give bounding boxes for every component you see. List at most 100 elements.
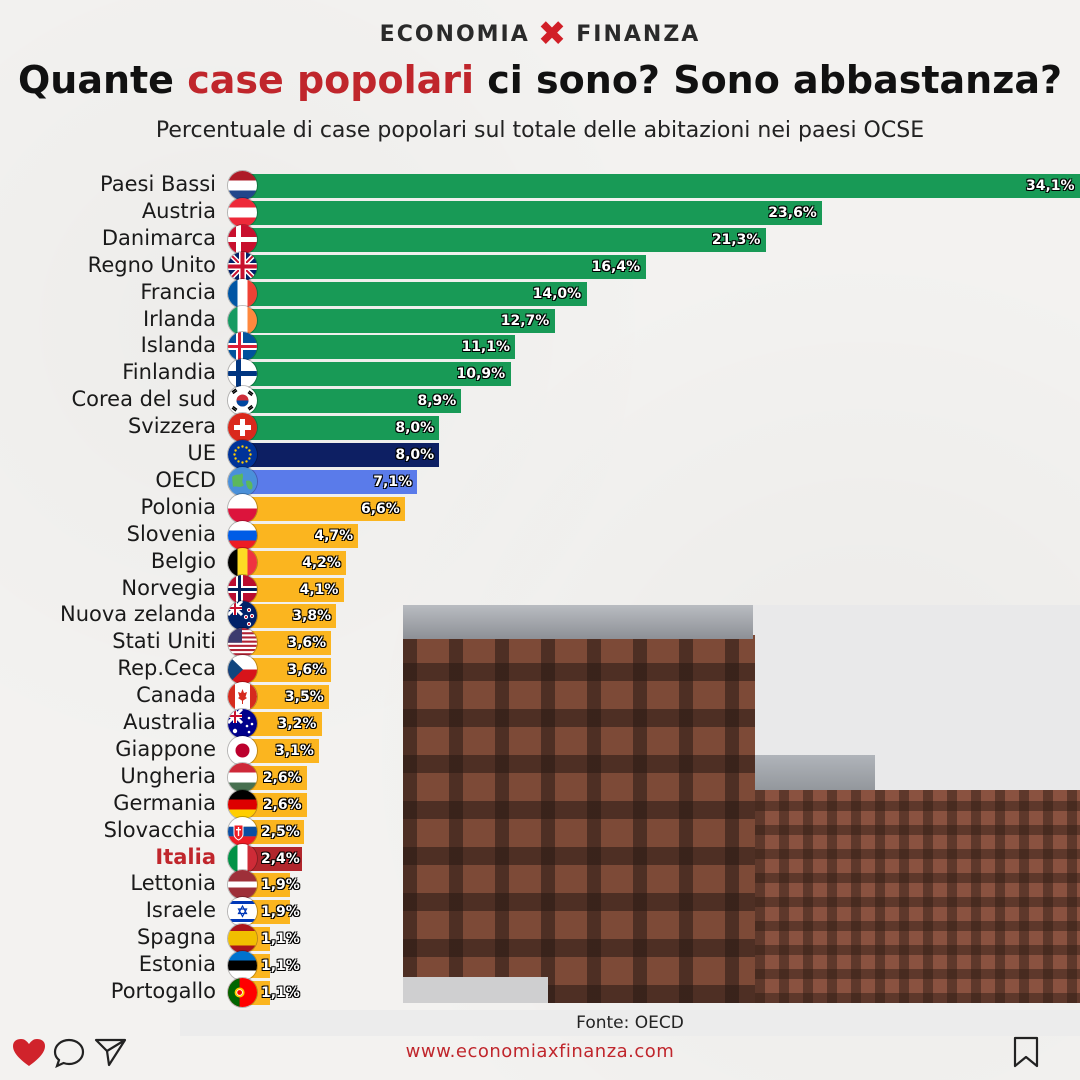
data-label: 3,6% <box>287 635 327 652</box>
category-label: Rep.Ceca <box>117 656 216 681</box>
category-label: Italia <box>155 844 216 869</box>
category-label: Danimarca <box>101 225 216 250</box>
category-label: Austria <box>141 198 216 223</box>
category-label: Belgio <box>150 548 216 573</box>
brand-left: ECONOMIA <box>379 22 530 47</box>
brand-x-icon: ✖ <box>537 14 569 54</box>
data-label: 2,4% <box>261 850 300 867</box>
chart-row: 8,9% Corea del sud <box>0 386 1080 416</box>
bar <box>243 577 344 602</box>
chart-row: 2,4% Italia <box>0 843 1080 873</box>
category-label: Polonia <box>140 494 216 519</box>
data-label: 2,6% <box>262 796 302 813</box>
bar <box>243 685 329 710</box>
flag-icon <box>228 897 257 927</box>
heart-icon[interactable] <box>12 1038 46 1068</box>
chart-row: 2,6% Germania <box>0 789 1080 819</box>
flag-icon <box>228 493 257 523</box>
title-part2: ci sono? Sono abbastanza? <box>474 58 1063 102</box>
bar <box>243 658 332 683</box>
category-label: Francia <box>140 279 216 304</box>
data-label: 2,6% <box>262 769 302 786</box>
chart-row: 3,1% Giappone <box>0 735 1080 765</box>
chart-row: 23,6% Austria <box>0 197 1080 227</box>
data-label: 8,0% <box>395 420 435 437</box>
bar <box>243 604 337 629</box>
chart-row: 1,9% Lettonia <box>0 870 1080 900</box>
category-label: Norvegia <box>121 575 216 600</box>
chart-row: 10,9% Finlandia <box>0 359 1080 389</box>
page-title: Quante case popolari ci sono? Sono abbas… <box>0 58 1080 102</box>
flag-icon <box>228 574 257 604</box>
flag-icon <box>228 171 257 200</box>
data-label: 21,3% <box>711 231 761 248</box>
flag-icon <box>228 305 257 335</box>
chart-row: 1,1% Portogallo <box>0 978 1080 1007</box>
chart-row: 6,6% Polonia <box>0 493 1080 523</box>
chart-row: 11,1% Islanda <box>0 332 1080 362</box>
building-right-roof <box>755 755 875 795</box>
comment-icon[interactable] <box>53 1038 85 1068</box>
bookmark-icon[interactable] <box>1012 1036 1040 1068</box>
chart-row: 21,3% Danimarca <box>0 224 1080 254</box>
category-label: OECD <box>155 467 216 492</box>
category-label: Regno Unito <box>87 252 216 277</box>
data-label: 23,6% <box>768 204 817 221</box>
category-label: Corea del sud <box>71 387 217 412</box>
bar <box>243 227 766 252</box>
chart-row: 16,4% Regno Unito <box>0 251 1080 281</box>
chart-row: 3,8% Nuova zelanda <box>0 601 1080 631</box>
flag-icon <box>228 197 257 227</box>
category-label: Finlandia <box>122 360 216 385</box>
flag-icon <box>228 332 257 362</box>
bar <box>243 631 332 656</box>
category-label: Ungheria <box>120 763 216 788</box>
flag-icon <box>228 466 257 496</box>
category-label: Stati Uniti <box>112 629 216 654</box>
chart-row: 14,0% Francia <box>0 278 1080 308</box>
bar <box>243 523 359 548</box>
chart-row: 4,2% Belgio <box>0 547 1080 577</box>
flag-icon <box>228 843 257 873</box>
data-label: 1,9% <box>261 877 300 894</box>
bar <box>243 281 587 306</box>
flag-icon <box>228 251 257 281</box>
send-icon[interactable] <box>94 1037 128 1067</box>
title-part1: Quante <box>17 58 188 102</box>
category-label: Nuova zelanda <box>60 602 216 627</box>
flag-icon <box>228 735 257 765</box>
data-label: 3,6% <box>287 662 327 679</box>
bar <box>243 443 440 467</box>
bar <box>243 174 1080 198</box>
chart-row: 34,1% Paesi Bassi <box>0 171 1080 200</box>
chart-row: 3,5% Canada <box>0 682 1080 712</box>
category-label: Estonia <box>138 952 216 977</box>
chart-row: 12,7% Irlanda <box>0 305 1080 335</box>
chart-row: 2,6% Ungheria <box>0 762 1080 792</box>
chart-row: 8,0% Svizzera <box>0 413 1080 443</box>
flag-icon <box>228 413 257 443</box>
chart-row: 7,1% OECD <box>0 466 1080 496</box>
title-highlight: case popolari <box>187 58 475 102</box>
data-label: 1,1% <box>261 985 300 1001</box>
category-label: Irlanda <box>142 306 216 331</box>
bar <box>243 496 405 521</box>
brand-logo: ECONOMIA ✖ FINANZA <box>0 14 1080 54</box>
data-label: 3,8% <box>292 608 332 625</box>
building-base <box>403 977 548 1003</box>
website-link[interactable]: www.economiaxfinanza.com <box>405 1041 675 1062</box>
flag-icon <box>228 440 257 469</box>
chart-row: 8,0% UE <box>0 440 1080 469</box>
bar <box>243 335 516 360</box>
chart-row: 3,6% Rep.Ceca <box>0 655 1080 685</box>
building-left-roof <box>403 605 753 639</box>
data-label: 34,1% <box>1026 178 1075 194</box>
data-label: 3,5% <box>284 689 324 706</box>
building-right <box>755 790 1080 1003</box>
flag-icon <box>228 601 257 631</box>
bar <box>243 469 418 494</box>
category-label: Portogallo <box>110 979 216 1003</box>
flag-icon <box>228 224 257 254</box>
flag-icon <box>228 520 257 550</box>
data-label: 3,1% <box>275 742 314 759</box>
